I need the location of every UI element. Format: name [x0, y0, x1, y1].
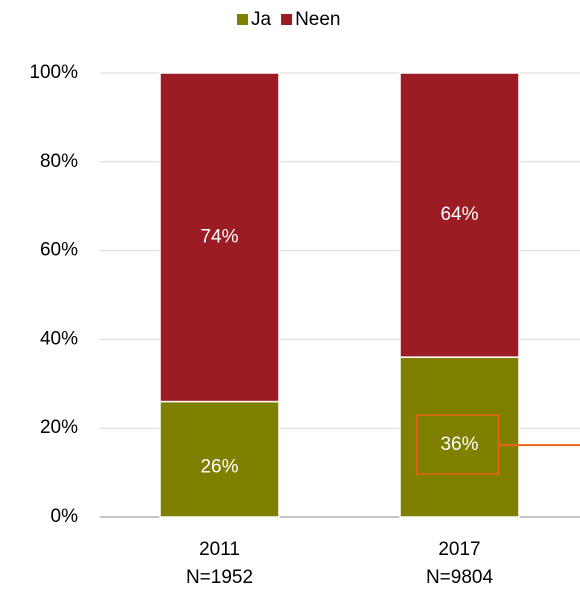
legend-swatch — [281, 14, 293, 25]
data-label: 74% — [200, 226, 238, 247]
x-tick-label: 2011 — [199, 539, 240, 560]
bar-segment — [159, 400, 280, 518]
x-tick-label: N=9804 — [426, 567, 494, 588]
data-label: 26% — [200, 456, 238, 477]
y-tick-label: 100% — [29, 62, 78, 83]
bar-segment — [159, 72, 280, 403]
y-tick-label: 0% — [51, 506, 79, 527]
y-tick-label: 20% — [40, 417, 78, 438]
bar-segment — [399, 72, 520, 358]
legend-label: Ja — [251, 9, 272, 30]
legend-swatch — [237, 14, 248, 25]
data-label: 36% — [440, 434, 478, 455]
bar-segment — [399, 356, 520, 518]
y-tick-label: 40% — [40, 328, 78, 349]
y-tick-label: 60% — [40, 240, 78, 261]
x-tick-label: 2017 — [438, 539, 480, 560]
data-label: 64% — [440, 204, 478, 225]
y-tick-label: 80% — [40, 151, 78, 172]
legend-label: Neen — [295, 9, 340, 30]
x-tick-label: N=1952 — [186, 567, 253, 588]
